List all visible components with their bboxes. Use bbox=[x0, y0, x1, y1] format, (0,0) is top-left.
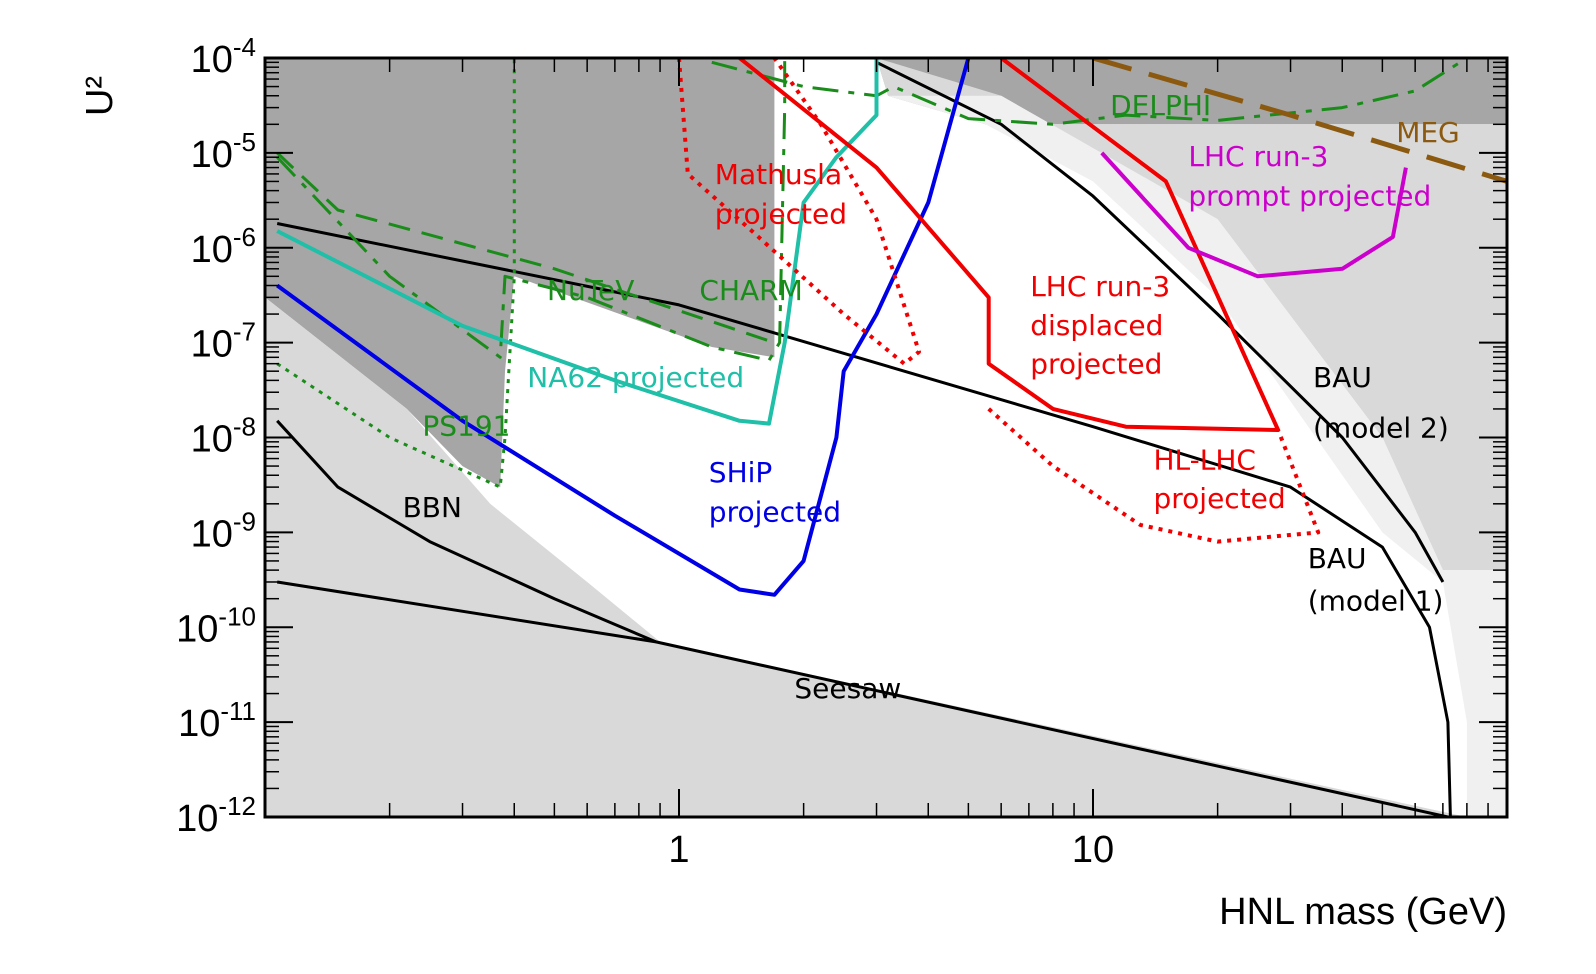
curve-na62-projected bbox=[276, 58, 879, 426]
region-excluded-experiments bbox=[265, 58, 1507, 125]
region-bau-model1-region bbox=[888, 95, 1507, 817]
annotation-model-2: (model 2) bbox=[1313, 412, 1449, 445]
annotation-projected: projected bbox=[715, 198, 847, 231]
annotation-charm: CHARM bbox=[699, 274, 802, 307]
curve-bau-model-1 bbox=[276, 222, 1452, 817]
annotation-bau: BAU bbox=[1308, 542, 1367, 575]
annotation-na62-projected: NA62 projected bbox=[527, 361, 744, 394]
annotation-displaced: displaced bbox=[1030, 309, 1163, 342]
annotation-meg: MEG bbox=[1396, 116, 1460, 149]
y-tick-label: 10-10 bbox=[176, 601, 256, 650]
annotation-seesaw: Seesaw bbox=[794, 672, 901, 705]
annotation-projected: projected bbox=[1154, 482, 1286, 515]
y-axis-title: U² bbox=[79, 76, 121, 116]
y-tick-label: 10-8 bbox=[191, 412, 256, 461]
curve-delphi bbox=[711, 58, 1468, 126]
annotation-lhc-run-3: LHC run-3 bbox=[1188, 140, 1328, 173]
annotation-nutev: NuTeV bbox=[547, 274, 634, 307]
curve-hl-lhc-projected bbox=[987, 407, 1321, 544]
x-tick-label: 10 bbox=[1072, 829, 1114, 871]
annotation-projected: projected bbox=[1030, 348, 1162, 381]
annotation-lhc-run-3: LHC run-3 bbox=[1030, 270, 1170, 303]
region-bbn-excluded bbox=[265, 297, 661, 642]
curve-bbn bbox=[276, 419, 657, 644]
x-tick-label: 1 bbox=[668, 829, 689, 871]
curves bbox=[276, 58, 1507, 817]
region-seesaw-excluded bbox=[265, 582, 1467, 817]
y-tick-label: 10-4 bbox=[191, 32, 256, 81]
curve-bau-model-2 bbox=[875, 60, 1445, 583]
annotation-bau: BAU bbox=[1313, 361, 1372, 394]
region-bau-model2-excluded bbox=[876, 58, 1507, 571]
curve-lhc-run-3-displaced-projected bbox=[738, 58, 1281, 432]
y-tick-label: 10-9 bbox=[191, 506, 256, 555]
y-tick-label: 10-12 bbox=[176, 791, 256, 840]
y-tick-label: 10-7 bbox=[191, 317, 256, 366]
curve-charm bbox=[276, 151, 775, 345]
tick-labels: 10-4 10-5 10-6 10-7 10-8 10-9 10-10 10-11 10-12 1… bbox=[176, 32, 1114, 871]
axis-ticks bbox=[264, 57, 1508, 818]
annotation-bbn: BBN bbox=[403, 491, 462, 524]
y-tick-label: 10-11 bbox=[178, 696, 256, 745]
annotation-mathusla: Mathusla bbox=[715, 158, 842, 191]
annotation-ship: SHiP bbox=[709, 456, 773, 489]
y-tick-label: 10-5 bbox=[191, 127, 256, 176]
y-tick-label: 10-6 bbox=[191, 222, 256, 271]
annotations: DELPHI MEG Mathusla projected LHC run-3 promp… bbox=[403, 89, 1460, 705]
annotation-prompt-projected: prompt projected bbox=[1188, 179, 1431, 212]
annotation-projected: projected bbox=[709, 496, 841, 529]
annotation-ps191: PS191 bbox=[422, 410, 510, 443]
curve-ps191 bbox=[276, 58, 516, 489]
annotation-delphi: DELPHI bbox=[1110, 89, 1211, 122]
annotation-model-1: (model 1) bbox=[1308, 585, 1444, 618]
x-axis-title: HNL mass (GeV) bbox=[1219, 891, 1507, 933]
curve-meg bbox=[1092, 58, 1507, 184]
curve-lhc-run-3-prompt-projected bbox=[1100, 151, 1408, 279]
annotation-hl-lhc: HL-LHC bbox=[1154, 444, 1256, 477]
plot-frame bbox=[263, 56, 1509, 819]
